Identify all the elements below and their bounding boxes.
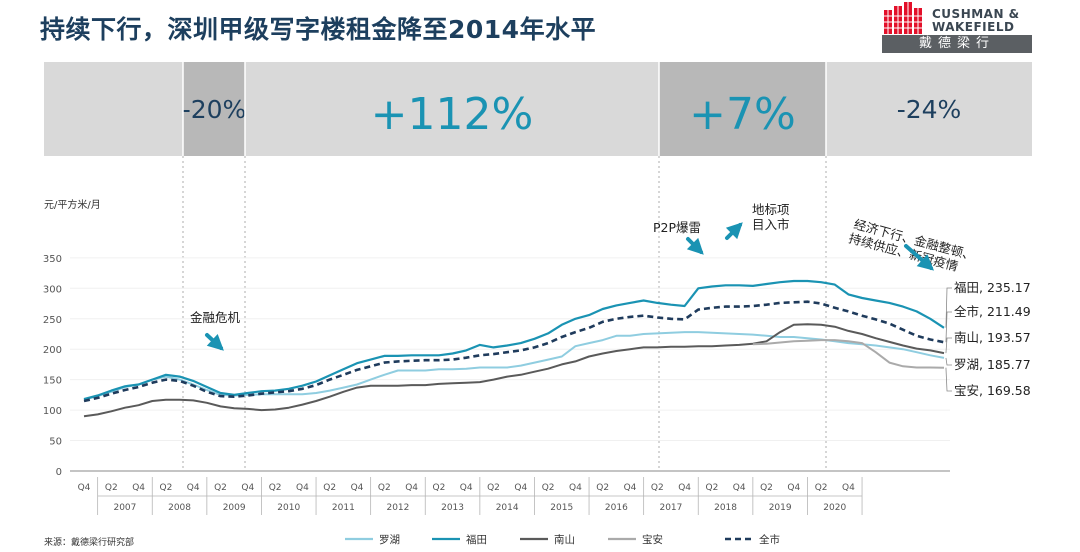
end-label-leader-nanshan: [945, 337, 952, 354]
x-quarter-label: Q2: [378, 483, 391, 493]
logo-text: CUSHMAN & WAKEFIELD: [932, 8, 1020, 34]
end-label-futian: 福田, 235.17: [954, 280, 1031, 295]
x-quarter-label: Q2: [760, 483, 773, 493]
series-line-baoan: [752, 339, 945, 369]
end-label-leader-baoan: [945, 367, 952, 392]
logo-line1: CUSHMAN &: [932, 7, 1020, 21]
x-quarter-label: Q2: [705, 483, 718, 493]
y-tick-label: 50: [49, 437, 62, 448]
end-label-luohu: 罗湖, 185.77: [954, 357, 1031, 372]
y-tick-label: 200: [43, 345, 62, 356]
x-quarter-label: Q2: [542, 483, 555, 493]
annotation-financial-crisis: 金融危机: [190, 310, 241, 325]
x-quarter-label: Q4: [678, 483, 691, 493]
logo-bars-icon: [884, 2, 922, 34]
y-axis-label: 元/平方米/月: [44, 198, 101, 211]
period-band-2: [659, 62, 826, 156]
arrow-landmark-icon-head: [725, 222, 743, 240]
period-label-2: +7%: [689, 89, 796, 140]
x-quarter-label: Q2: [159, 483, 172, 493]
x-year-label: 2010: [277, 503, 300, 513]
y-tick-label: 250: [43, 315, 62, 326]
period-label-0: -20%: [182, 95, 247, 124]
legend-label-futian: 福田: [466, 533, 487, 546]
logo-chinese: 戴德梁行: [882, 35, 1032, 53]
x-year-label: 2017: [659, 503, 682, 513]
x-quarter-label: Q2: [323, 483, 336, 493]
arrow-financial-crisis-icon-head: [206, 334, 224, 351]
arrow-p2p-icon-head: [686, 237, 704, 255]
y-tick-label: 100: [43, 406, 62, 417]
series-line-futian: [83, 279, 945, 401]
y-tick-label: 300: [43, 284, 62, 295]
legend-label-all: 全市: [759, 533, 780, 546]
x-quarter-label: Q4: [296, 483, 309, 493]
x-year-label: 2013: [441, 503, 464, 513]
x-year-label: 2012: [386, 503, 409, 513]
end-label-leader-futian: [945, 287, 952, 328]
end-label-baoan: 宝安, 169.58: [954, 383, 1031, 398]
x-quarter-label: Q4: [78, 483, 91, 493]
x-year-label: 2009: [223, 503, 246, 513]
series-line-nanshan: [83, 323, 945, 418]
source-note: 来源：戴德梁行研究部: [44, 538, 135, 548]
x-quarter-label: Q2: [269, 483, 282, 493]
series-line-all: [83, 300, 945, 403]
period-label-3: -24%: [897, 95, 962, 124]
legend-label-luohu: 罗湖: [379, 534, 400, 546]
x-year-label: 2008: [168, 503, 191, 513]
x-year-label: 2011: [332, 503, 355, 513]
annotation-landmark-line1: 地标项: [752, 202, 790, 217]
x-quarter-label: Q4: [351, 483, 364, 493]
x-quarter-label: Q2: [596, 483, 609, 493]
x-year-label: 2018: [714, 503, 737, 513]
x-quarter-label: Q2: [651, 483, 664, 493]
end-label-nanshan: 南山, 193.57: [954, 330, 1031, 345]
period-band-0: [183, 62, 245, 156]
end-label-all: 全市, 211.49: [954, 304, 1031, 319]
end-label-leader-all: [945, 311, 952, 343]
x-year-label: 2019: [769, 503, 792, 513]
series-line-luohu: [83, 331, 945, 401]
x-year-label: 2014: [496, 503, 519, 513]
x-quarter-label: Q2: [105, 483, 118, 493]
x-quarter-label: Q2: [487, 483, 500, 493]
annotation-landmark-line2: 目入市: [752, 217, 790, 232]
legend-label-baoan: 宝安: [642, 533, 663, 546]
x-quarter-label: Q4: [514, 483, 527, 493]
logo-line2: WAKEFIELD: [932, 20, 1015, 34]
x-quarter-label: Q2: [432, 483, 445, 493]
x-year-label: 2016: [605, 503, 628, 513]
period-label-1: +112%: [371, 89, 534, 140]
x-quarter-label: Q4: [187, 483, 200, 493]
x-quarter-label: Q2: [214, 483, 227, 493]
x-year-label: 2007: [113, 503, 136, 513]
end-label-leader-luohu: [945, 357, 952, 366]
cushman-wakefield-logo: CUSHMAN & WAKEFIELD 戴德梁行: [882, 2, 1032, 54]
y-tick-label: 0: [56, 467, 62, 478]
annotation-p2p: P2P爆雷: [653, 220, 701, 235]
x-quarter-label: Q4: [460, 483, 473, 493]
x-year-label: 2020: [823, 503, 846, 513]
x-quarter-label: Q4: [733, 483, 746, 493]
arrow-downturn-icon-head: [916, 254, 934, 271]
y-tick-label: 150: [43, 376, 62, 387]
x-quarter-label: Q4: [241, 483, 254, 493]
x-quarter-label: Q4: [624, 483, 637, 493]
x-quarter-label: Q4: [787, 483, 800, 493]
page-title: 持续下行，深圳甲级写字楼租金降至2014年水平: [40, 15, 597, 44]
x-quarter-label: Q4: [405, 483, 418, 493]
x-quarter-label: Q4: [132, 483, 145, 493]
legend-label-nanshan: 南山: [554, 533, 575, 546]
x-year-label: 2015: [550, 503, 573, 513]
x-quarter-label: Q2: [815, 483, 828, 493]
y-tick-label: 350: [43, 254, 62, 265]
x-quarter-label: Q4: [842, 483, 855, 493]
x-quarter-label: Q4: [569, 483, 582, 493]
